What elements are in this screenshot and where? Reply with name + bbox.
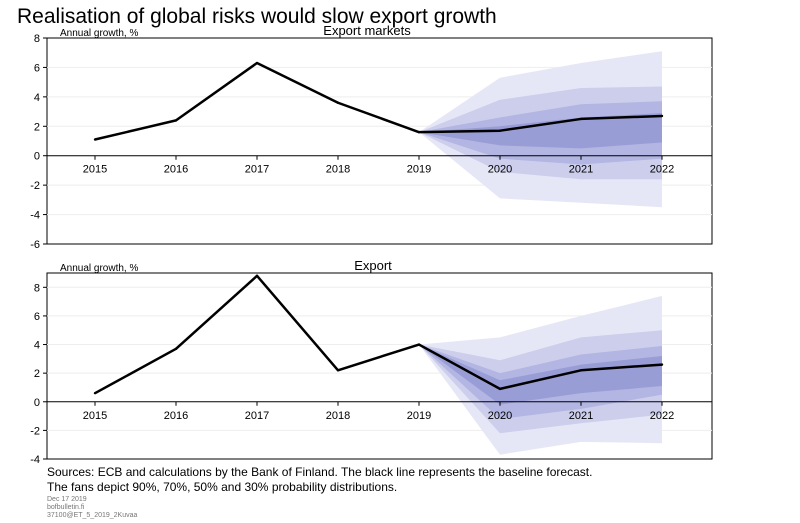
x-tick-label: 2017 xyxy=(245,164,269,176)
sources-line-1: Sources: ECB and calculations by the Ban… xyxy=(47,465,593,479)
y-tick-label: 4 xyxy=(34,92,40,104)
baseline-point xyxy=(579,117,583,121)
baseline-point xyxy=(93,391,97,395)
x-tick-label: 2022 xyxy=(650,164,674,176)
x-tick-label: 2020 xyxy=(488,164,512,176)
y-tick-label: -4 xyxy=(30,454,40,466)
baseline-point xyxy=(255,274,259,278)
page-title: Realisation of global risks would slow e… xyxy=(17,5,497,28)
y-tick-label: 6 xyxy=(34,311,40,323)
y-tick-label: 0 xyxy=(34,151,40,163)
y-tick-label: -2 xyxy=(30,425,40,437)
x-tick-label: 2016 xyxy=(164,164,188,176)
y-tick-label: -4 xyxy=(30,210,40,222)
baseline-line xyxy=(94,274,663,395)
panel-title: Export xyxy=(354,258,392,273)
panel-title: Export markets xyxy=(323,23,411,38)
baseline-point xyxy=(498,387,502,391)
chart-panel-1: 2015 2016 2017 2018 2019 2020 2021 2022 -6 -4 -2 0 2… xyxy=(30,23,713,251)
x-tick-label: 2020 xyxy=(488,410,512,422)
x-tick-label: 2015 xyxy=(83,410,107,422)
x-tick-label: 2021 xyxy=(569,164,593,176)
chart-panel-2: 2015 2016 2017 2018 2019 2020 2021 2022 -4 -2 0 2 4 6… xyxy=(30,258,713,466)
y-tick-label: 2 xyxy=(34,121,40,133)
x-tick-label: 2016 xyxy=(164,410,188,422)
x-tick-label: 2021 xyxy=(569,410,593,422)
sources-line-2: The fans depict 90%, 70%, 50% and 30% pr… xyxy=(47,480,398,494)
y-tick-label: 4 xyxy=(34,340,40,352)
baseline-point xyxy=(336,369,340,372)
meta-date: Dec 17 2019 xyxy=(47,496,87,503)
y-tick-label: 8 xyxy=(34,282,40,294)
baseline-point xyxy=(255,61,259,65)
meta-code: 37100@ET_5_2019_2Kuvaa xyxy=(47,512,138,519)
baseline-point xyxy=(660,114,664,118)
x-tick-label: 2018 xyxy=(326,164,350,176)
x-tick-label: 2015 xyxy=(83,164,107,176)
y-tick-label: 8 xyxy=(34,33,40,45)
fan-band-30pct xyxy=(419,344,662,405)
y-tick-label: -2 xyxy=(30,180,40,192)
y-tick-label: 0 xyxy=(34,397,40,409)
baseline-point xyxy=(93,138,97,141)
fan-band-30pct xyxy=(419,113,662,149)
baseline-line xyxy=(94,61,663,141)
baseline-point xyxy=(336,101,340,104)
y-axis-label: Annual growth, % xyxy=(60,28,138,39)
y-axis-label: Annual growth, % xyxy=(60,263,138,274)
x-tick-label: 2022 xyxy=(650,410,674,422)
baseline-point xyxy=(498,129,502,132)
baseline-point xyxy=(417,343,421,346)
x-tick-label: 2019 xyxy=(407,410,431,422)
baseline-point xyxy=(417,130,421,134)
x-tick-label: 2019 xyxy=(407,164,431,176)
baseline-point xyxy=(174,347,178,351)
x-tick-label: 2018 xyxy=(326,410,350,422)
baseline-point xyxy=(579,369,583,372)
y-tick-label: 2 xyxy=(34,368,40,380)
baseline-point xyxy=(174,119,178,122)
x-tick-label: 2017 xyxy=(245,410,269,422)
y-tick-label: 6 xyxy=(34,62,40,74)
baseline-point xyxy=(660,363,664,366)
y-tick-label: -6 xyxy=(30,239,40,251)
meta-site: bofbulletin.fi xyxy=(47,504,85,511)
